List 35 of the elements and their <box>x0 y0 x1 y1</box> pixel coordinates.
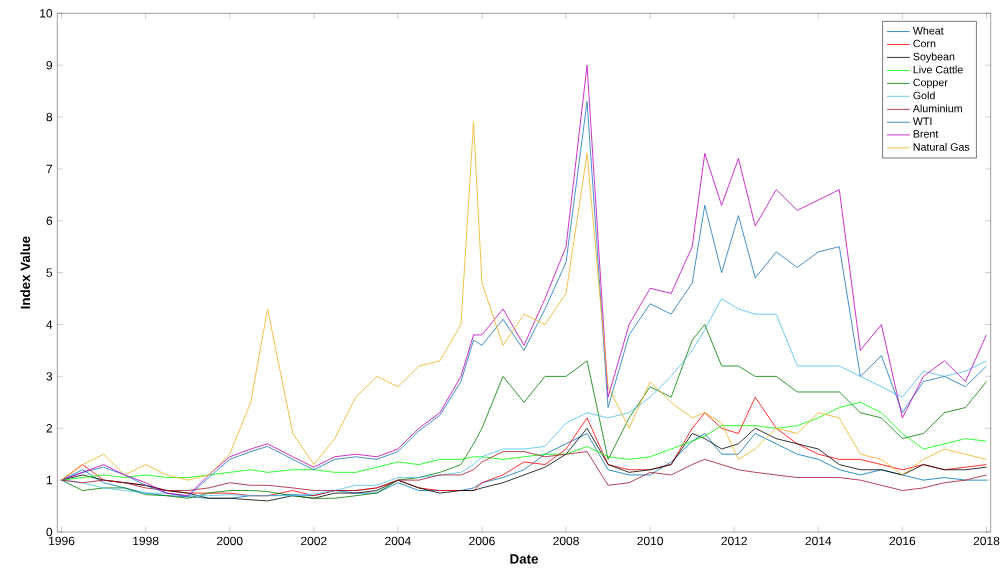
y-tick-label: 4 <box>46 320 53 329</box>
legend-label: Brent <box>913 130 939 138</box>
x-tick-label: 1996 <box>49 536 75 546</box>
y-tick-label: 0 <box>46 527 53 537</box>
legend-label: Live Cattle <box>913 65 963 74</box>
x-tick-label: 2002 <box>301 536 327 546</box>
y-tick-label: 8 <box>46 112 53 122</box>
y-tick-label: 1 <box>46 476 53 485</box>
legend-label: WTI <box>912 117 932 125</box>
x-tick-label: 2012 <box>721 536 747 546</box>
legend-label: Soybean <box>913 52 955 63</box>
x-tick-label: 2000 <box>216 536 243 546</box>
legend-label: Aluminium <box>912 104 962 113</box>
x-tick-label: 2008 <box>553 536 579 546</box>
y-tick-label: 2 <box>46 424 53 433</box>
x-tick-label: 1998 <box>133 536 159 546</box>
x-tick-label: 2018 <box>973 536 1000 546</box>
x-axis-title: Date <box>510 554 538 564</box>
y-axis-title: Index Value <box>20 236 31 309</box>
x-tick-label: 2014 <box>805 536 832 546</box>
y-tick-label: 10 <box>40 9 53 18</box>
x-tick-label: 2006 <box>469 536 495 546</box>
legend-label: Copper <box>913 78 948 89</box>
y-tick-label: 9 <box>46 60 53 70</box>
y-tick-label: 5 <box>46 268 53 277</box>
legend-label: Natural Gas <box>913 142 970 151</box>
y-tick-label: 3 <box>46 372 53 381</box>
y-tick-label: 7 <box>46 164 53 174</box>
x-tick-label: 2016 <box>889 536 916 546</box>
legend-label: Gold <box>913 91 935 100</box>
y-tick-label: 6 <box>46 216 53 226</box>
x-tick-label: 2004 <box>385 536 411 546</box>
legend-label: Corn <box>913 39 936 48</box>
x-tick-label: 2010 <box>637 536 664 546</box>
legend-label: Wheat <box>912 26 944 35</box>
